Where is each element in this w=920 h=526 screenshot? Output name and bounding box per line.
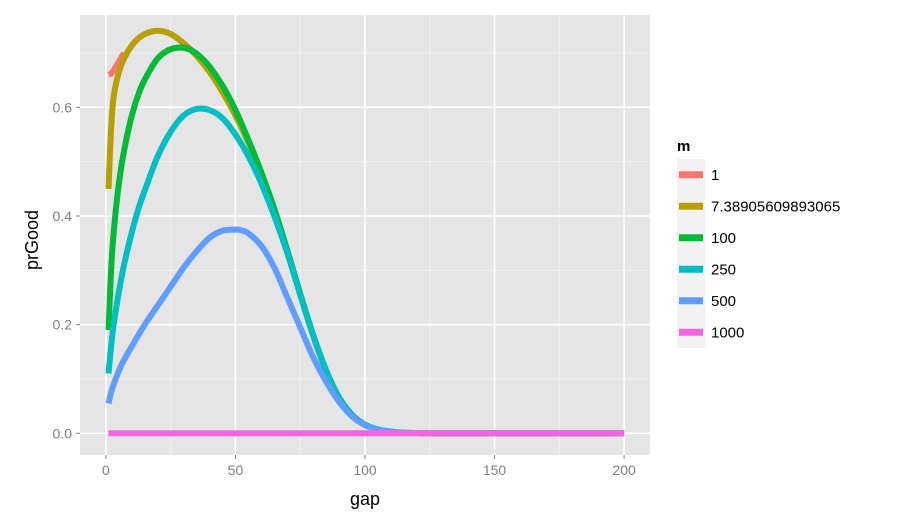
legend-item: 1000 — [677, 316, 744, 348]
legend-label: 500 — [711, 293, 736, 310]
legend-label: 1000 — [711, 324, 744, 341]
x-tick-label: 200 — [612, 462, 636, 478]
series-lines — [105, 27, 625, 437]
legend-items: 1 7.38905609893065 100 250 500 1000 — [677, 159, 840, 348]
legend-item: 7.38905609893065 — [677, 190, 840, 222]
legend-label: 1 — [711, 167, 719, 184]
legend-title: m — [677, 138, 690, 155]
x-tick-label: 50 — [228, 462, 244, 478]
y-tick-label: 0.6 — [53, 99, 73, 115]
x-tick-label: 150 — [483, 462, 507, 478]
x-axis-title: gap — [350, 489, 380, 509]
legend-label: 100 — [711, 230, 736, 247]
legend-item: 500 — [677, 285, 736, 317]
y-tick-label: 0.2 — [53, 317, 73, 333]
axes: 0 50 100 150 200 0.0 0.2 0.4 0.6 — [53, 99, 636, 478]
y-tick-label: 0.4 — [53, 208, 73, 224]
legend-item: 250 — [677, 253, 736, 285]
y-tick-label: 0.0 — [53, 425, 73, 441]
legend-item: 100 — [677, 222, 736, 254]
y-axis-title: prGood — [22, 210, 42, 270]
x-tick-label: 0 — [102, 462, 110, 478]
legend-item: 1 — [677, 159, 719, 191]
legend-label: 7.38905609893065 — [711, 198, 840, 215]
legend-label: 250 — [711, 261, 736, 278]
legend: m 1 7.38905609893065 100 250 500 1000 — [677, 138, 840, 348]
x-tick-label: 100 — [353, 462, 377, 478]
